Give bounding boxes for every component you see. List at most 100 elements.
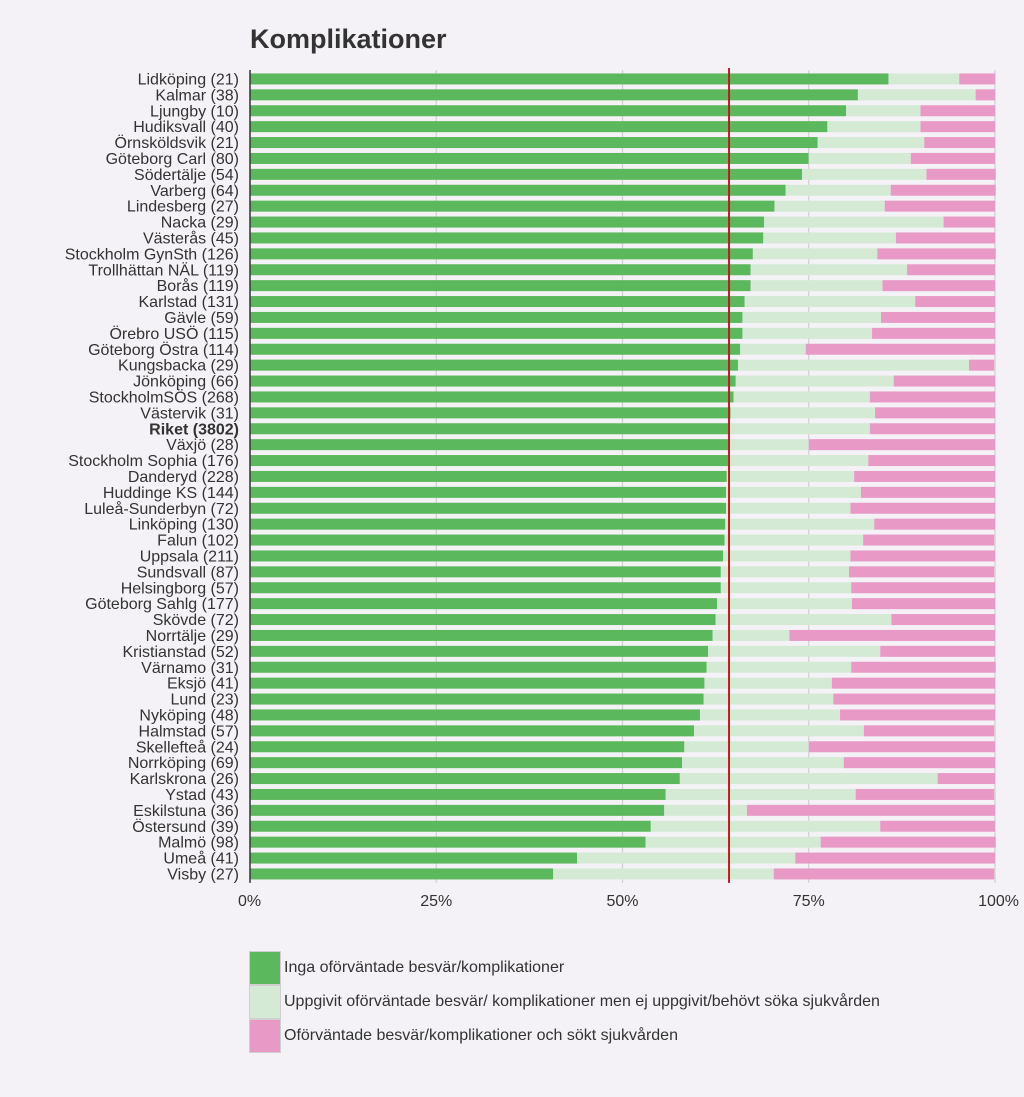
bar-segment-3 xyxy=(874,518,995,530)
bar-segment-2 xyxy=(744,296,916,308)
x-tick-label: 50% xyxy=(606,893,638,910)
bar-segment-2 xyxy=(740,343,806,355)
bar-segment-3 xyxy=(868,455,995,467)
bar-segment-3 xyxy=(937,773,995,785)
bar-segment-2 xyxy=(726,470,855,482)
bar-segment-3 xyxy=(875,407,995,419)
bar-segment-3 xyxy=(851,661,996,673)
bar-segment-3 xyxy=(860,486,995,498)
category-label: Jönköping (66) xyxy=(133,374,239,391)
bar-segment-3 xyxy=(820,836,996,848)
bar-segment-3 xyxy=(920,121,995,133)
x-tick-label: 25% xyxy=(420,893,452,910)
bar-segment-1 xyxy=(250,566,721,578)
bar-segment-1 xyxy=(250,502,727,514)
bar-segment-3 xyxy=(968,359,995,371)
bar-segment-1 xyxy=(250,137,818,149)
bar-segment-3 xyxy=(773,868,995,880)
stacked-bar-chart: Lidköping (21)Kalmar (38)Ljungby (10)Hud… xyxy=(65,68,1019,910)
bar-segment-3 xyxy=(926,168,996,180)
legend-swatch-inga xyxy=(249,951,281,985)
bar-segment-1 xyxy=(250,836,646,848)
category-label: Västerås (45) xyxy=(143,229,239,247)
category-label: Danderyd (228) xyxy=(128,469,239,486)
category-label: Malmö (98) xyxy=(158,835,239,852)
bar-segment-2 xyxy=(742,311,882,323)
bar-segment-2 xyxy=(827,121,921,133)
bar-segment-3 xyxy=(863,725,995,737)
bar-segment-3 xyxy=(881,311,995,323)
category-label: Varberg (64) xyxy=(150,183,239,200)
bar-segment-3 xyxy=(795,852,995,864)
bar-segment-1 xyxy=(250,693,704,705)
bar-segment-2 xyxy=(750,280,883,292)
bar-segment-1 xyxy=(250,868,554,880)
category-label: Umeå (41) xyxy=(163,850,239,868)
bar-segment-1 xyxy=(250,200,775,212)
bar-segment-2 xyxy=(684,741,809,753)
bar-segment-3 xyxy=(831,677,995,689)
legend-label-sokt: Oförväntade besvär/komplikationer och sö… xyxy=(284,1027,678,1044)
category-label: Lund (23) xyxy=(171,692,240,709)
bar-segment-2 xyxy=(664,804,747,816)
bar-segment-1 xyxy=(250,550,724,562)
legend-label-inga: Inga oförväntade besvär/komplikationer xyxy=(284,959,565,976)
bar-segment-1 xyxy=(250,296,745,308)
bar-segment-1 xyxy=(250,184,786,196)
bar-segment-3 xyxy=(808,741,995,753)
category-label: Göteborg Östra (114) xyxy=(88,341,239,359)
bar-segment-3 xyxy=(975,89,995,101)
bar-segment-1 xyxy=(250,216,765,228)
bar-segment-1 xyxy=(250,232,764,244)
bar-segment-1 xyxy=(250,757,683,769)
category-label: Skövde (72) xyxy=(153,612,239,629)
category-label: Göteborg Carl (80) xyxy=(106,151,239,168)
bar-segment-1 xyxy=(250,645,709,657)
category-label: Trollhättan NÄL (119) xyxy=(88,261,239,279)
bar-segment-1 xyxy=(250,629,713,641)
bar-segment-1 xyxy=(250,486,727,498)
bar-segment-2 xyxy=(857,89,976,101)
bar-segment-3 xyxy=(850,550,995,562)
bar-segment-2 xyxy=(752,248,878,260)
category-label: Eksjö (41) xyxy=(167,676,239,693)
category-label: Visby (27) xyxy=(167,866,239,883)
bar-segment-1 xyxy=(250,264,751,276)
bar-segment-2 xyxy=(703,693,834,705)
legend: Inga oförväntade besvär/komplikationer U… xyxy=(249,951,880,1053)
bar-segment-2 xyxy=(645,836,821,848)
bar-segment-2 xyxy=(785,184,891,196)
bar-segment-1 xyxy=(250,343,741,355)
bar-segment-1 xyxy=(250,423,730,435)
bar-segment-3 xyxy=(895,232,995,244)
bar-segment-2 xyxy=(699,709,841,721)
category-label: Skellefteå (24) xyxy=(136,738,239,756)
bar-segment-3 xyxy=(872,327,995,339)
bar-segment-2 xyxy=(725,518,875,530)
bar-segment-3 xyxy=(855,788,995,800)
bar-segment-2 xyxy=(846,105,921,117)
bar-segment-1 xyxy=(250,311,743,323)
category-label: Falun (102) xyxy=(157,533,239,550)
bar-segment-1 xyxy=(250,518,726,530)
category-label: Uppsala (211) xyxy=(140,548,239,565)
bar-segment-1 xyxy=(250,121,828,133)
bar-segment-1 xyxy=(250,152,809,164)
bar-segment-1 xyxy=(250,677,705,689)
bar-segment-3 xyxy=(869,391,995,403)
bar-segment-1 xyxy=(250,168,803,180)
bar-segment-3 xyxy=(890,184,996,196)
bar-segment-2 xyxy=(577,852,796,864)
category-label: Huddinge KS (144) xyxy=(103,485,239,502)
bar-segment-2 xyxy=(726,502,851,514)
category-label: Ljungby (10) xyxy=(150,103,239,120)
bar-segment-2 xyxy=(650,820,881,832)
bar-segment-1 xyxy=(250,804,665,816)
category-label: Norrtälje (29) xyxy=(146,628,239,645)
legend-swatch-sokt xyxy=(249,1019,281,1053)
bar-segment-2 xyxy=(737,359,969,371)
bar-segment-2 xyxy=(888,73,960,85)
bar-segment-1 xyxy=(250,248,753,260)
bar-segment-2 xyxy=(679,773,938,785)
category-label: Karlstad (131) xyxy=(139,294,240,311)
